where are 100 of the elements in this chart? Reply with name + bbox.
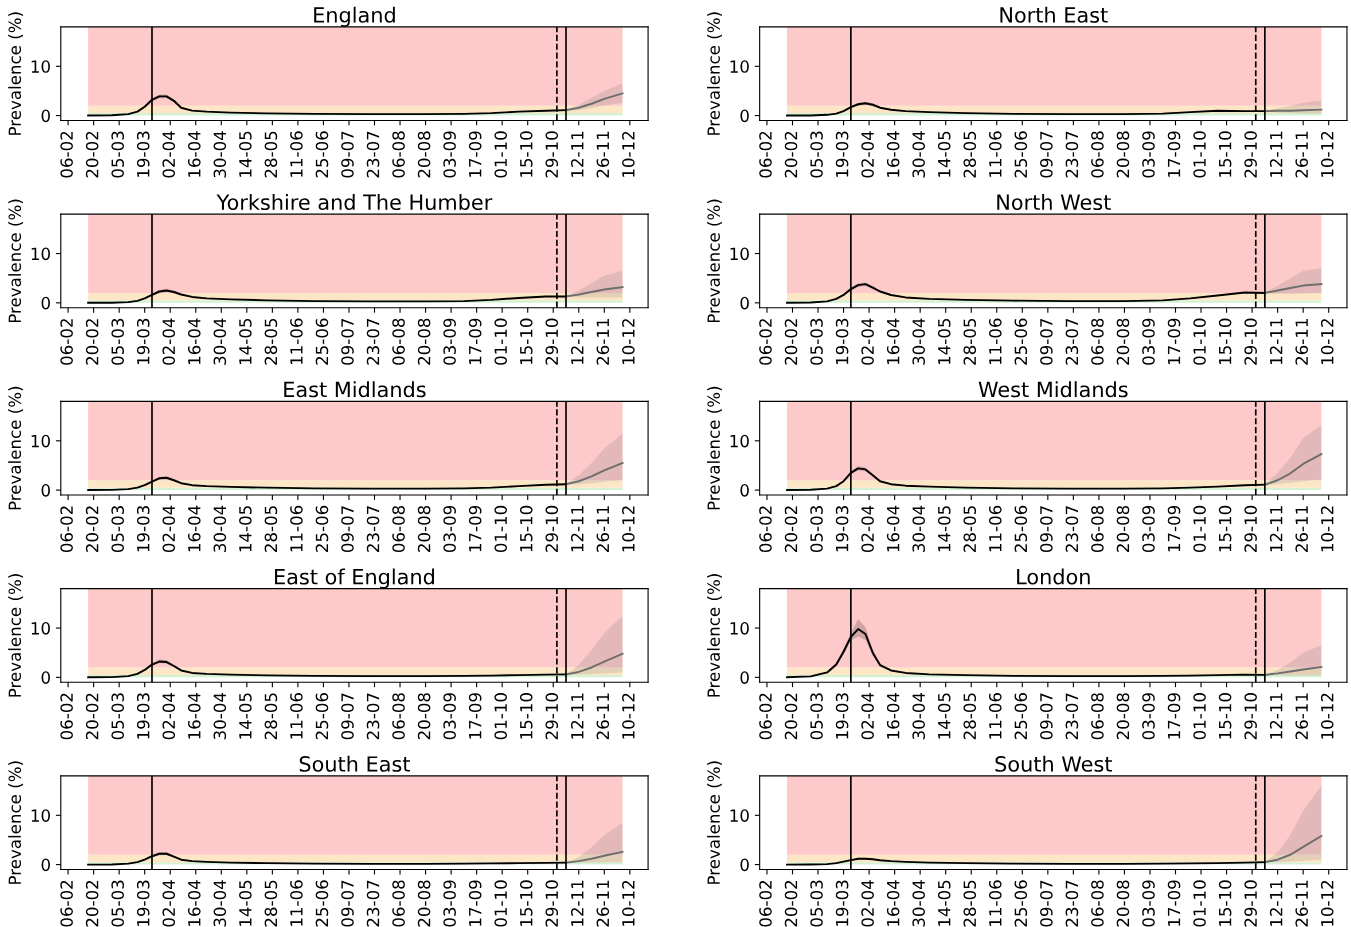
y-tick-label: 0 <box>41 109 50 123</box>
x-tick-label: 11-06 <box>988 693 1002 739</box>
x-tick-label: 28-05 <box>264 693 278 740</box>
x-tick-label: 19-03 <box>835 693 849 739</box>
x-tick-label: 23-07 <box>1065 880 1079 927</box>
x-tick-label: 26-11 <box>1295 319 1309 365</box>
x-tick-label: 20-08 <box>417 505 431 552</box>
x-tick-label: 30-04 <box>912 505 925 552</box>
x-tick-label: 11-06 <box>290 131 303 177</box>
x-tick-label: 20-02 <box>784 693 798 740</box>
x-tick-label: 06-02 <box>60 131 73 178</box>
x-tick-label: 20-08 <box>1116 693 1130 740</box>
x-tick-label: 01-10 <box>1193 131 1206 178</box>
x-tick-label: 01-10 <box>494 131 508 178</box>
x-tick-label: 30-04 <box>912 880 925 927</box>
x-tick-label: 06-02 <box>759 131 772 178</box>
x-tick-label: 26-11 <box>596 693 610 740</box>
x-tick-label: 06-02 <box>759 880 772 927</box>
x-tick-label: 14-05 <box>239 318 252 365</box>
x-tick-label: 30-04 <box>213 880 227 927</box>
x-tick-label: 12-11 <box>1269 319 1283 365</box>
x-tick-label: 03-09 <box>443 880 456 927</box>
x-tick-label: 10-12 <box>622 131 635 177</box>
chart-title: London <box>1017 568 1090 585</box>
x-tick-label: 26-11 <box>1295 506 1309 552</box>
x-tick-label: 20-02 <box>85 319 99 365</box>
x-tick-label: 17-09 <box>468 131 482 177</box>
x-tick-label: 09-07 <box>1040 693 1053 740</box>
chart-title: East Midlands <box>284 381 426 398</box>
x-tick-label: 02-04 <box>162 131 176 178</box>
y-tick-label: 10 <box>31 247 50 261</box>
x-tick-label: 10-12 <box>1320 693 1334 739</box>
x-tick-label: 25-06 <box>315 131 329 178</box>
x-tick-label: 06-02 <box>60 319 73 365</box>
x-tick-label: 29-10 <box>545 693 559 740</box>
x-tick-label: 15-10 <box>1218 880 1232 926</box>
x-tick-label: 20-02 <box>784 506 798 552</box>
x-tick-label: 10-12 <box>622 880 635 926</box>
y-axis-title: Prevalence (%) <box>8 12 24 135</box>
x-tick-label: 15-10 <box>519 880 533 926</box>
x-tick-label: 29-10 <box>1244 131 1257 178</box>
x-tick-label: 28-05 <box>264 131 278 178</box>
x-tick-label: 14-05 <box>239 131 252 177</box>
x-tick-label: 20-08 <box>1116 131 1130 178</box>
x-tick-label: 19-03 <box>835 506 849 552</box>
x-tick-label: 12-11 <box>571 319 584 365</box>
y-axis-title: Prevalence (%) <box>8 386 24 510</box>
y-axis-title: Prevalence (%) <box>707 386 722 510</box>
x-tick-label: 16-04 <box>187 318 201 365</box>
x-tick-label: 06-02 <box>759 506 772 553</box>
x-tick-label: 11-06 <box>988 880 1002 926</box>
x-tick-label: 10-12 <box>1320 506 1334 552</box>
x-tick-label: 14-05 <box>937 693 951 739</box>
x-tick-label: 09-07 <box>341 506 354 553</box>
x-tick-label: 23-07 <box>1065 131 1079 178</box>
x-tick-label: 11-06 <box>988 131 1002 177</box>
y-axis-title: Prevalence (%) <box>707 199 722 323</box>
x-tick-label: 06-02 <box>759 693 772 740</box>
x-tick-label: 14-05 <box>937 880 951 926</box>
y-tick-label: 0 <box>41 858 50 872</box>
x-tick-label: 30-04 <box>912 131 925 178</box>
x-tick-label: 20-08 <box>1116 880 1130 927</box>
x-tick-label: 20-08 <box>1116 505 1130 552</box>
x-tick-label: 20-02 <box>85 506 99 552</box>
x-tick-label: 25-06 <box>315 505 329 552</box>
x-tick-label: 05-03 <box>810 131 823 178</box>
x-tick-label: 30-04 <box>912 692 925 740</box>
x-tick-label: 30-04 <box>213 318 227 365</box>
x-tick-label: 20-08 <box>417 880 431 927</box>
x-tick-label: 16-04 <box>886 318 900 365</box>
x-tick-label: 20-08 <box>417 318 431 365</box>
x-tick-label: 19-03 <box>136 506 150 552</box>
x-tick-label: 12-11 <box>1269 693 1283 739</box>
x-tick-label: 06-02 <box>60 880 73 927</box>
x-tick-label: 09-07 <box>341 880 354 927</box>
x-tick-label: 25-06 <box>315 318 329 365</box>
x-tick-label: 30-04 <box>213 505 227 552</box>
x-tick-label: 03-09 <box>1142 318 1155 365</box>
y-axis-title: Prevalence (%) <box>8 761 24 884</box>
x-tick-label: 03-09 <box>443 318 456 365</box>
x-tick-label: 01-10 <box>1193 318 1206 365</box>
x-tick-label: 28-05 <box>963 693 977 740</box>
x-tick-label: 17-09 <box>1167 693 1181 739</box>
x-tick-label: 20-02 <box>85 693 99 740</box>
x-tick-label: 15-10 <box>519 131 533 177</box>
x-tick-label: 10-12 <box>622 319 635 365</box>
x-tick-label: 19-03 <box>835 318 849 365</box>
x-tick-label: 05-03 <box>111 506 124 553</box>
x-tick-label: 23-07 <box>1065 693 1079 740</box>
x-tick-label: 09-07 <box>1040 131 1053 178</box>
x-tick-label: 03-09 <box>1142 880 1155 927</box>
x-tick-label: 23-07 <box>366 131 380 178</box>
x-tick-label: 16-04 <box>886 880 900 926</box>
x-tick-label: 26-11 <box>596 319 610 365</box>
x-tick-label: 16-04 <box>886 692 900 739</box>
x-tick-label: 09-07 <box>341 131 354 178</box>
x-tick-label: 15-10 <box>1218 131 1232 177</box>
y-tick-label: 0 <box>740 858 749 872</box>
x-tick-label: 11-06 <box>290 693 303 739</box>
y-tick-label: 10 <box>31 809 50 822</box>
